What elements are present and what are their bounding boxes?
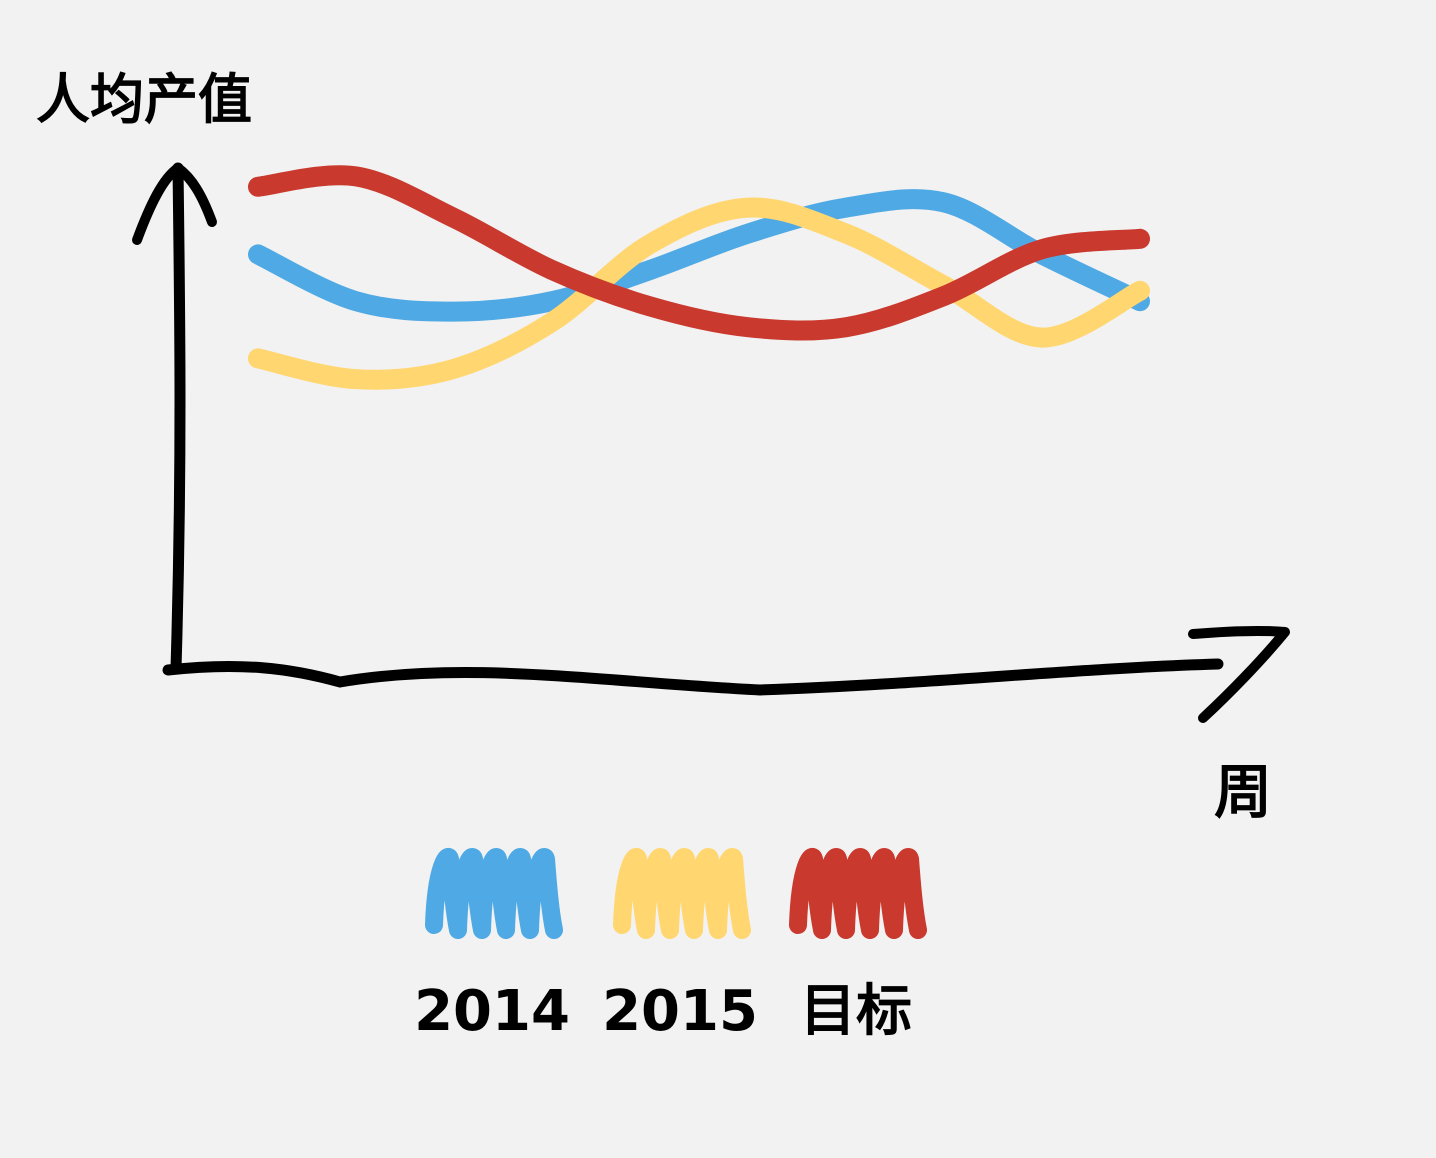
legend-label-2014: 2014 [414, 979, 570, 1044]
y-axis-arrowhead [132, 163, 217, 245]
x-axis-line [162, 658, 1224, 696]
legend-swatch-目标 [789, 848, 927, 939]
x-axis-arrowhead [1188, 625, 1290, 723]
legend-item-2015: 2015 [602, 848, 758, 1044]
legend-swatch-2015 [613, 848, 751, 939]
legend-label-2015: 2015 [602, 979, 758, 1044]
legend-item-2014: 2014 [414, 848, 570, 1044]
series-line-目标 [248, 165, 1150, 341]
y-axis-label: 人均产值 [36, 68, 252, 131]
series-line-2015 [248, 197, 1150, 390]
legend-label-目标: 目标 [800, 979, 912, 1044]
series-layer [248, 165, 1150, 390]
axes: 人均产值 周 [36, 68, 1290, 826]
legend-swatch-2014 [425, 848, 563, 939]
legend-item-目标: 目标 [789, 848, 927, 1044]
series-line-2014 [248, 189, 1150, 322]
legend: 2014 2015 目标 [414, 848, 927, 1044]
y-axis-line [170, 162, 186, 674]
x-axis-label: 周 [1214, 758, 1272, 826]
